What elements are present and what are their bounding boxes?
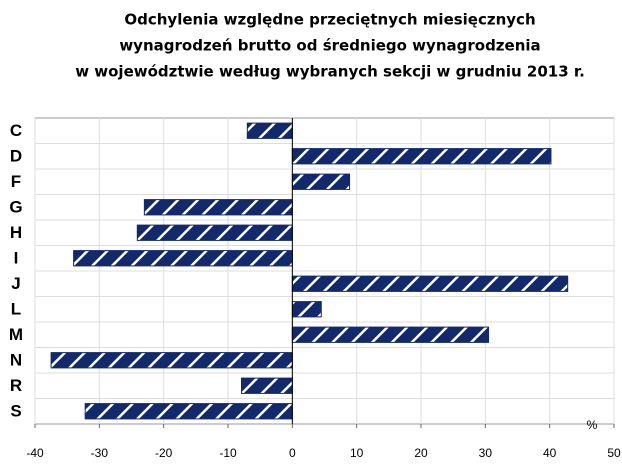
y-tick-label: I (14, 249, 19, 268)
y-tick-label: R (10, 376, 22, 395)
bar (50, 352, 293, 369)
bar (136, 224, 293, 241)
y-tick-label: H (10, 223, 22, 242)
y-tick-label: J (11, 274, 20, 293)
bar (291, 326, 490, 343)
chart-title: Odchylenia względne przeciętnych miesięc… (124, 11, 535, 29)
chart-title: w województwie według wybranych sekcji w… (75, 63, 585, 81)
x-tick-label: -30 (91, 446, 109, 460)
y-tick-label: F (11, 172, 21, 191)
x-tick-label: -10 (219, 446, 237, 460)
x-tick-label: 10 (350, 446, 364, 460)
bar (291, 173, 351, 190)
bar (73, 250, 293, 267)
y-tick-label: N (10, 351, 22, 370)
bar (291, 148, 552, 165)
x-tick-label: 50 (607, 446, 621, 460)
x-tick-label: 40 (543, 446, 557, 460)
x-axis-label: % (587, 418, 598, 432)
y-tick-label: G (9, 198, 22, 217)
y-tick-label: S (10, 402, 21, 421)
y-tick-label: L (11, 300, 21, 319)
bar (246, 122, 293, 139)
x-tick-label: 30 (479, 446, 493, 460)
chart-title: wynagrodzeń brutto od średniego wynagrod… (119, 37, 540, 55)
bar (84, 403, 293, 420)
y-tick-label: C (10, 121, 22, 140)
x-tick-label: 20 (414, 446, 428, 460)
bar (241, 377, 293, 394)
bar (291, 301, 322, 318)
bar (291, 275, 569, 292)
bar (143, 199, 293, 216)
x-tick-label: -40 (26, 446, 44, 460)
y-tick-label: M (9, 325, 23, 344)
y-tick-label: D (10, 147, 22, 166)
x-tick-label: 0 (289, 446, 296, 460)
x-tick-label: -20 (155, 446, 173, 460)
